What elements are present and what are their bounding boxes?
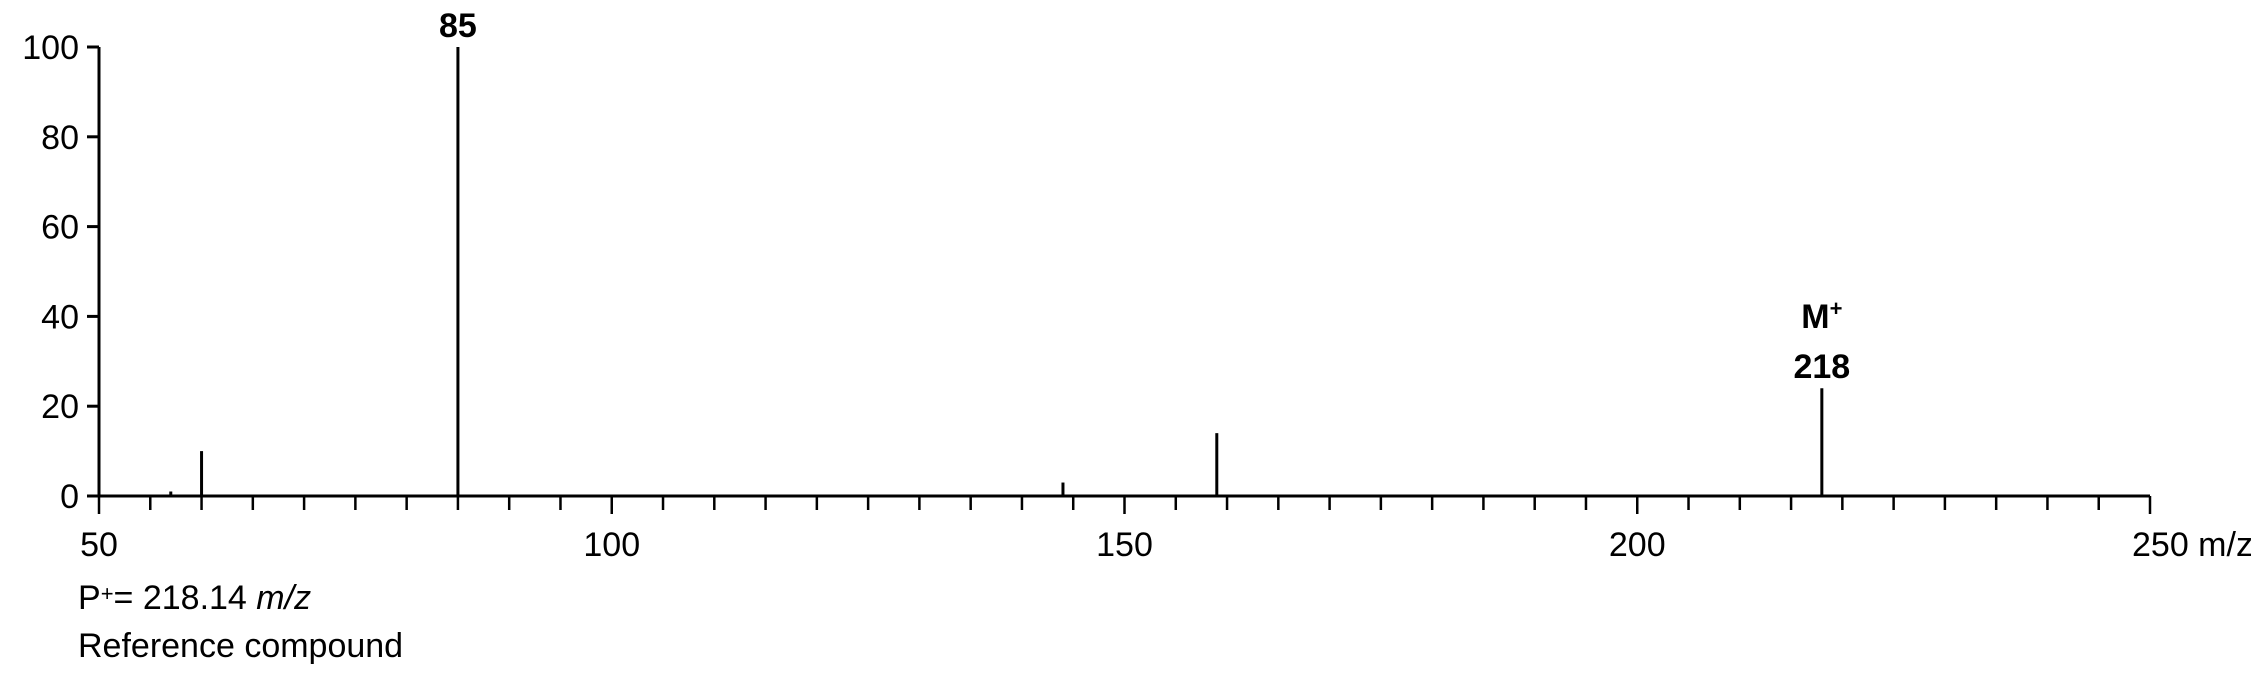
y-tick-label: 60 [41, 209, 79, 247]
y-tick-label: 100 [22, 29, 79, 67]
compound-note: Reference compound [78, 627, 404, 665]
x-tick-label: 50 [80, 526, 118, 564]
y-tick-label: 40 [41, 298, 79, 336]
x-tick-label: 100 [583, 526, 640, 564]
peak-label: 85 [439, 7, 477, 45]
x-tick-label: 250 m/z [2132, 526, 2251, 564]
peak-label: 218 [1793, 348, 1850, 386]
precursor-symbol: P [78, 579, 101, 617]
peak-label: M+ [1801, 296, 1842, 336]
y-tick-label: 80 [41, 119, 79, 157]
x-tick-label: 200 [1609, 526, 1666, 564]
x-tick-label: 150 [1096, 526, 1153, 564]
y-tick-label: 0 [60, 478, 79, 516]
precursor-charge: + [100, 581, 114, 606]
precursor-value: = 218.14 [113, 579, 257, 617]
y-tick-label: 20 [41, 388, 79, 426]
precursor-note: P+= 218.14 m/z [78, 578, 311, 618]
precursor-unit: m/z [256, 579, 312, 617]
